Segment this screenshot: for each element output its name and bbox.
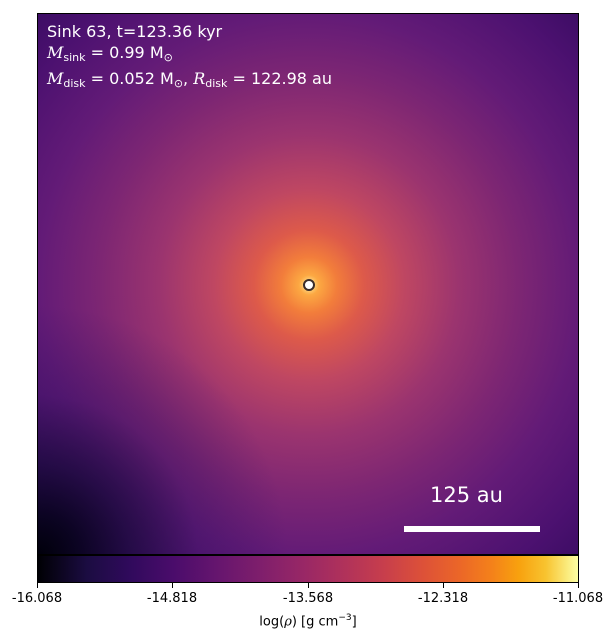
colorbar-tick-label: -13.568 — [282, 591, 334, 606]
colorbar-tick-label: -14.818 — [146, 591, 198, 606]
colorbar-tick — [308, 583, 309, 588]
scale-bar-label: 125 au — [430, 483, 503, 507]
sink-label: Sink 63, t=123.36 kyr — [47, 22, 223, 41]
density-map-panel: Sink 63, t=123.36 kyr Msink = 0.99 M⊙ Md… — [37, 13, 579, 555]
colorbar-tick-label: -16.068 — [11, 591, 63, 606]
sink-particle-marker — [303, 279, 315, 291]
colorbar-tick — [443, 583, 444, 588]
scale-bar — [404, 526, 540, 532]
colorbar-tick — [172, 583, 173, 588]
colorbar-tick-label: -12.318 — [417, 591, 469, 606]
disk-properties-label: Mdisk = 0.052 M⊙, Rdisk = 122.98 au — [47, 69, 332, 90]
sink-info-annotation: Sink 63, t=123.36 kyr Msink = 0.99 M⊙ Md… — [47, 21, 332, 94]
colorbar — [37, 555, 579, 583]
sink-mass-label: Msink = 0.99 M⊙ — [47, 43, 173, 64]
colorbar-tick — [37, 583, 38, 588]
colorbar-tick — [578, 583, 579, 588]
colorbar-tick-label: -11.068 — [552, 591, 604, 606]
colorbar-axis-label: log(ρ) [g cm−3] — [259, 613, 357, 630]
